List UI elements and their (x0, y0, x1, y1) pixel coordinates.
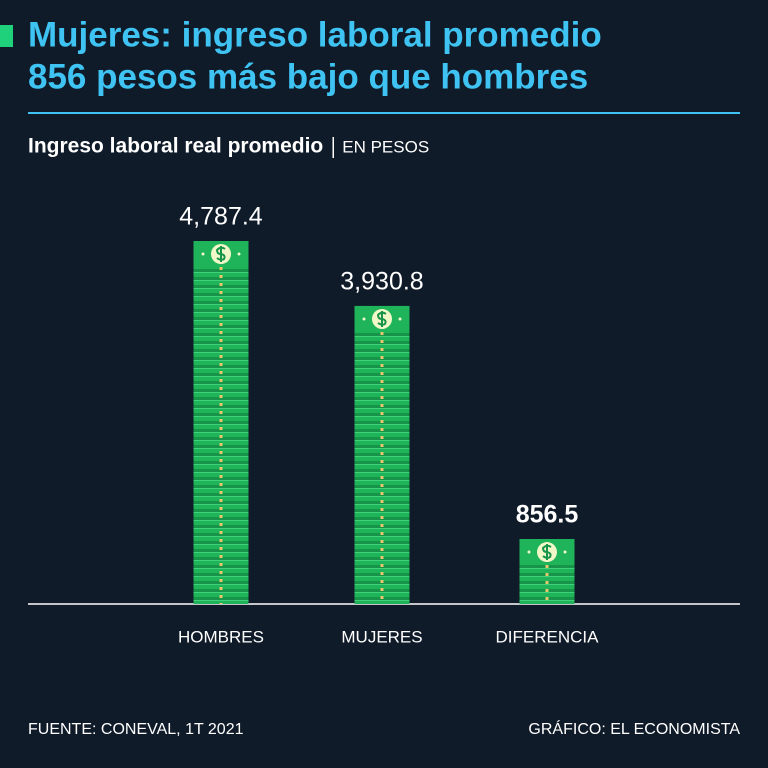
bill-dot (237, 252, 241, 256)
x-tick-label: HOMBRES (178, 627, 264, 646)
x-tick-label: MUJERES (341, 627, 422, 646)
chart-title: Mujeres: ingreso laboral promedio (28, 15, 602, 54)
coin-symbol (541, 544, 552, 561)
x-tick-label: DIFERENCIA (496, 627, 600, 646)
value-label: 4,787.4 (179, 203, 263, 231)
bill-dot (563, 550, 567, 554)
bill-dot (362, 317, 366, 321)
chart-title: 856 pesos más bajo que hombres (28, 57, 588, 96)
source: FUENTE: CONEVAL, 1T 2021 (28, 721, 244, 738)
unit-label: EN PESOS (342, 137, 429, 156)
bill-dot (201, 252, 205, 256)
credit: GRÁFICO: EL ECONOMISTA (528, 719, 740, 738)
coin-symbol (215, 246, 226, 262)
bar (354, 305, 410, 604)
bill-dot (527, 550, 531, 554)
value-label: 3,930.8 (340, 268, 423, 296)
coin-symbol (376, 310, 387, 327)
chart-subtitle: Ingreso laboral real promedio (28, 135, 323, 158)
bill-dot (398, 317, 402, 321)
title-marker (0, 25, 13, 47)
value-label: 856.5 (516, 501, 579, 529)
